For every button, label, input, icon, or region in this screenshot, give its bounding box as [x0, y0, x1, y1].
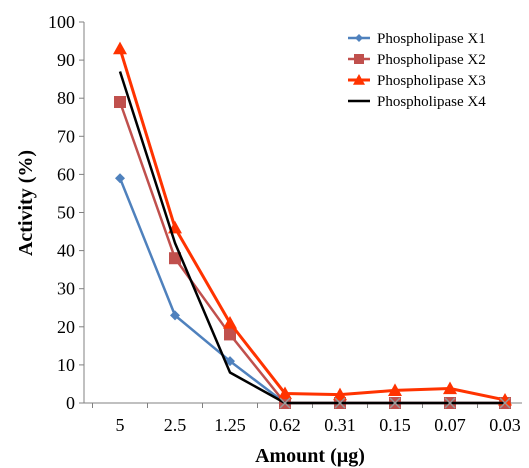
- legend-swatch-marker: [353, 74, 365, 85]
- y-tick-label: 90: [57, 50, 75, 70]
- y-tick-label: 20: [57, 317, 75, 337]
- cross-mark: [334, 397, 346, 409]
- x-tick-label: 1.25: [214, 415, 246, 435]
- legend-label: Phospholipase X1: [377, 31, 486, 47]
- y-tick-label: 40: [57, 241, 75, 261]
- x-tick-label: 0.15: [379, 415, 411, 435]
- y-tick-label: 100: [48, 12, 75, 32]
- legend-label: Phospholipase X4: [377, 94, 486, 110]
- cross-mark: [389, 397, 401, 409]
- y-tick-label: 30: [57, 279, 75, 299]
- data-point: [278, 386, 292, 400]
- series-line: [118, 177, 505, 405]
- legend-item: Phospholipase X3: [348, 73, 486, 89]
- series-line: [118, 71, 505, 405]
- data-point: [443, 381, 457, 395]
- data-point: [113, 41, 127, 55]
- legend-item: Phospholipase X1: [348, 31, 486, 47]
- data-point: [224, 328, 236, 341]
- y-tick-label: 10: [57, 355, 75, 375]
- y-tick-label: 60: [57, 164, 75, 184]
- zero-cross-markers: [279, 397, 511, 409]
- legend-swatch-marker: [355, 34, 363, 42]
- series-2: [114, 96, 511, 409]
- data-point: [388, 383, 402, 397]
- x-tick-label: 2.5: [164, 415, 187, 435]
- y-tick-label: 0: [66, 393, 75, 413]
- series-3: [113, 41, 512, 406]
- data-point: [333, 387, 347, 401]
- data-point: [169, 252, 181, 265]
- x-axis-title: Amount (µg): [255, 445, 365, 467]
- series-layer: [113, 41, 512, 409]
- y-tick-label: 50: [57, 203, 75, 223]
- legend-item: Phospholipase X2: [348, 52, 486, 68]
- data-point: [114, 96, 126, 109]
- data-point: [170, 310, 180, 321]
- x-tick-label: 5: [116, 415, 125, 435]
- legend: Phospholipase X1 Phospholipase X2 Phosphol…: [348, 31, 486, 110]
- data-point: [115, 173, 125, 184]
- y-tick-label: 70: [57, 126, 75, 146]
- y-tick-label: 80: [57, 88, 75, 108]
- x-tick-label: 0.07: [434, 415, 466, 435]
- cross-mark: [499, 397, 511, 409]
- legend-swatch-marker: [354, 54, 364, 64]
- x-tick-label: 0.03: [489, 415, 521, 435]
- cross-mark: [444, 397, 456, 409]
- x-tick-label: 0.31: [324, 415, 356, 435]
- axes: 0 10 20 30 40 50 60 70 80 90 100 5 2.5 1.25 0.62 0.31 0.…: [48, 12, 522, 435]
- legend-label: Phospholipase X3: [377, 73, 486, 89]
- data-point: [223, 315, 237, 329]
- legend-item: Phospholipase X4: [348, 94, 486, 110]
- series-line: [118, 48, 506, 402]
- series-1: [115, 173, 510, 408]
- y-axis-title: Activity (%): [15, 150, 37, 256]
- cross-mark: [279, 397, 291, 409]
- series-4: [118, 71, 505, 405]
- x-tick-label: 0.62: [269, 415, 301, 435]
- legend-label: Phospholipase X2: [377, 52, 486, 68]
